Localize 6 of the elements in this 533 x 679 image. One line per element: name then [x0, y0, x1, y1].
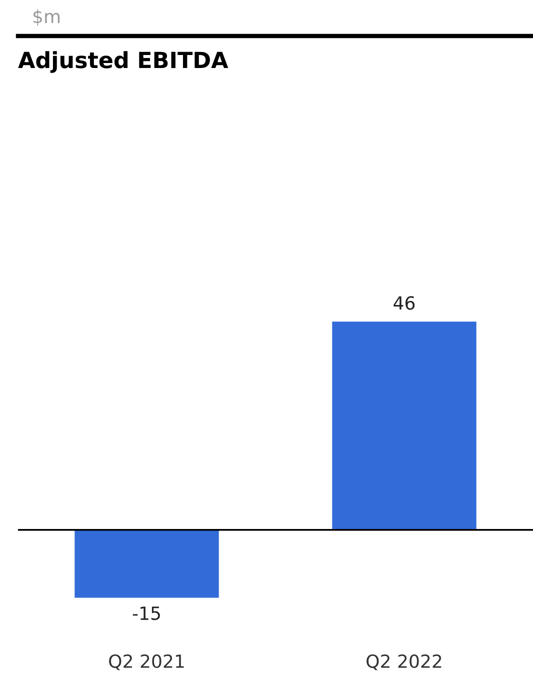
chart-title: Adjusted EBITDA	[18, 51, 228, 73]
x-tick-label: Q2 2021	[109, 654, 184, 670]
x-tick-label: Q2 2022	[366, 654, 442, 670]
text: $m	[34, 9, 60, 26]
data-label: 46	[394, 296, 415, 310]
data-label: -15	[132, 606, 160, 620]
